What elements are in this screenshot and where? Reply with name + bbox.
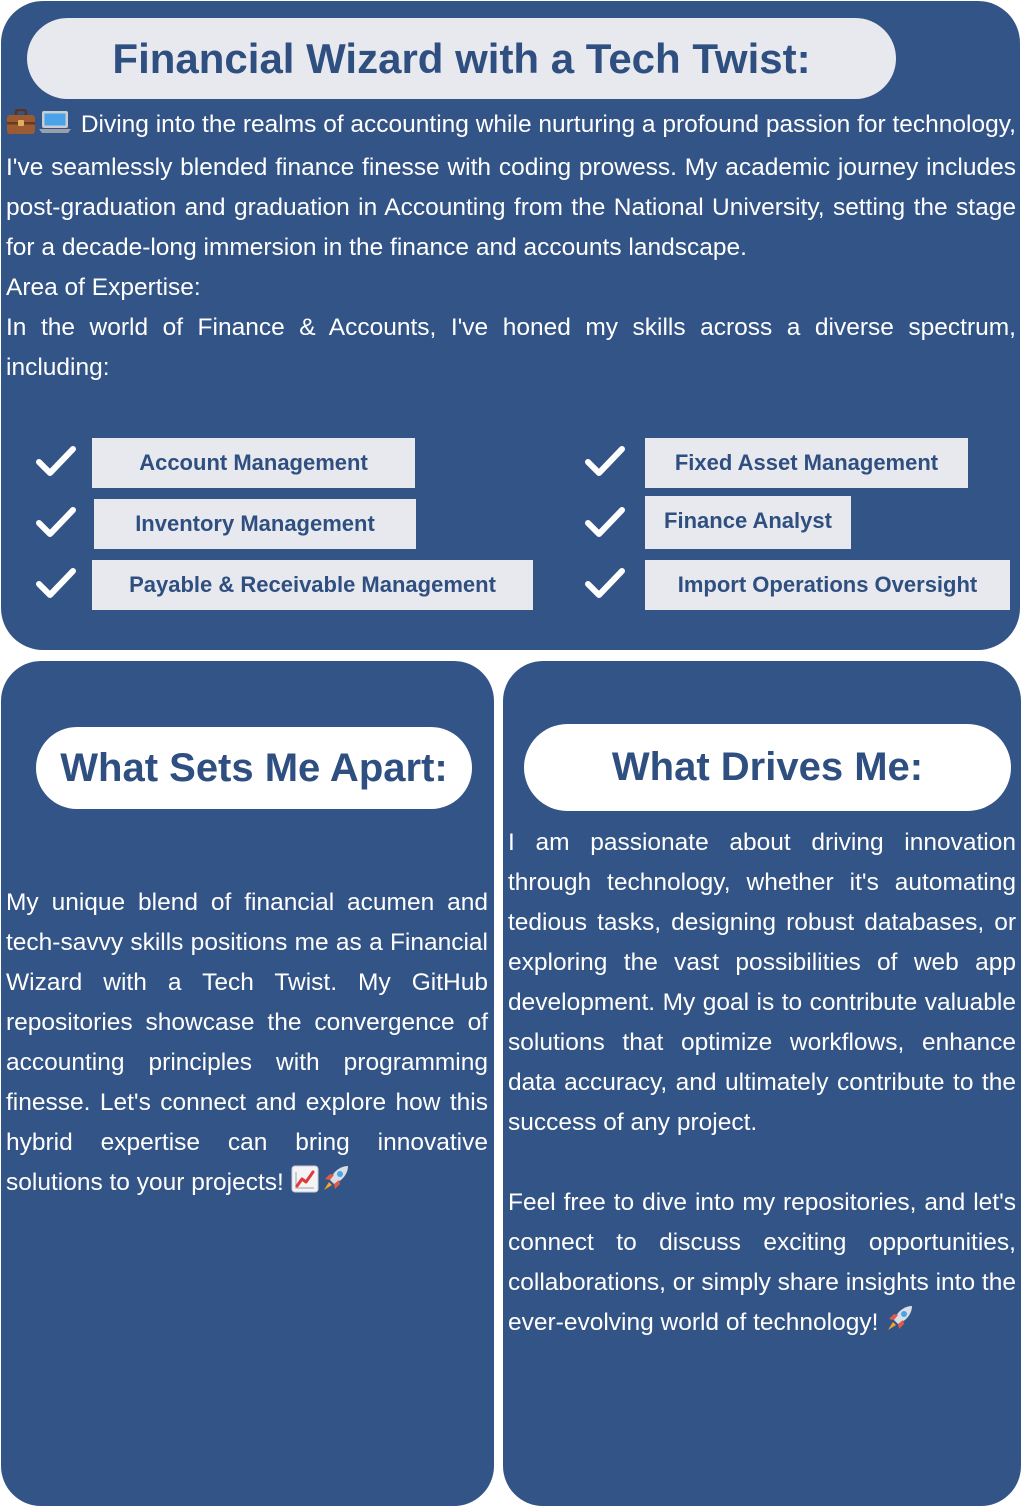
skill-fixed-asset-management: Fixed Asset Management <box>645 438 968 488</box>
checkmark-icon <box>36 446 76 476</box>
checkmark-icon <box>36 568 76 598</box>
rocket-icon <box>885 1303 915 1346</box>
drives-title: What Drives Me: <box>524 724 1011 811</box>
briefcase-icon <box>6 108 36 148</box>
apart-title: What Sets Me Apart: <box>36 727 472 809</box>
drives-paragraph-1: I am passionate about driving innovation… <box>508 829 1016 1136</box>
page-title: Financial Wizard with a Tech Twist: <box>27 18 896 99</box>
skill-inventory-management: Inventory Management <box>94 499 416 549</box>
intro-paragraph: Diving into the realms of accounting whi… <box>6 105 1016 268</box>
intro-section: Diving into the realms of accounting whi… <box>6 105 1016 388</box>
checkmark-icon <box>585 507 625 537</box>
chart-increasing-icon <box>291 1165 319 1206</box>
expertise-intro: In the world of Finance & Accounts, I've… <box>6 314 1016 381</box>
skill-finance-analyst: Finance Analyst <box>645 496 851 549</box>
apart-paragraph-text: My unique blend of financial acumen and … <box>6 889 488 1196</box>
drives-section: I am passionate about driving innovation… <box>508 823 1016 1346</box>
skill-payable-receivable-management: Payable & Receivable Management <box>92 560 533 610</box>
skill-import-operations-oversight: Import Operations Oversight <box>645 560 1010 610</box>
laptop-icon <box>38 108 72 148</box>
skill-account-management: Account Management <box>92 438 415 488</box>
drives-paragraph-2-text: Feel free to dive into my repositories, … <box>508 1189 1016 1336</box>
checkmark-icon <box>36 507 76 537</box>
rocket-icon <box>321 1163 351 1206</box>
intro-paragraph-text: Diving into the realms of accounting whi… <box>6 111 1016 261</box>
checkmark-icon <box>585 568 625 598</box>
expertise-heading: Area of Expertise: <box>6 274 201 301</box>
drives-paragraph-2: Feel free to dive into my repositories, … <box>508 1183 1016 1346</box>
apart-paragraph: My unique blend of financial acumen and … <box>6 883 488 1206</box>
checkmark-icon <box>585 446 625 476</box>
paragraph-spacer <box>508 1143 1016 1183</box>
